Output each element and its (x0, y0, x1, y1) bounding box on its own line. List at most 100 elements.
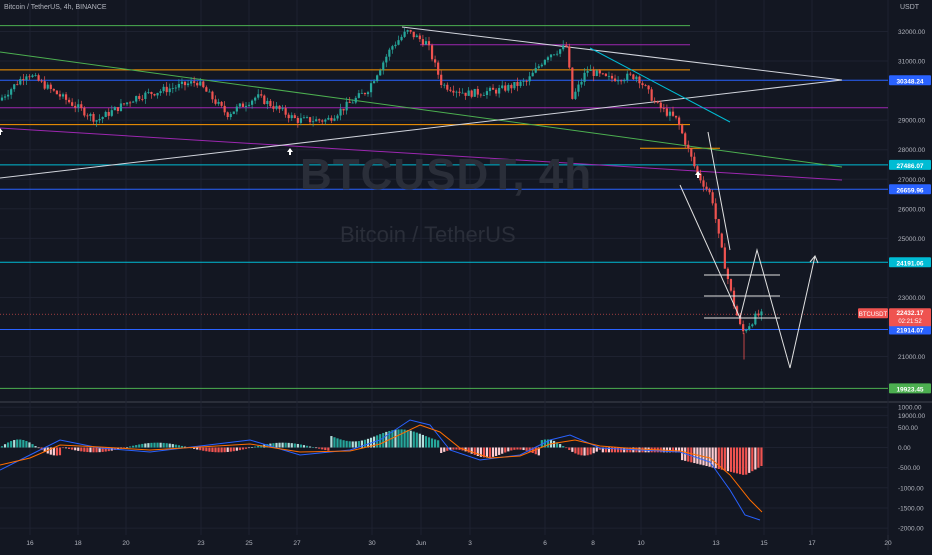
candle-body (729, 279, 733, 291)
macd-histogram-bar (174, 444, 177, 448)
macd-histogram-bar (739, 447, 742, 475)
candle-body (308, 117, 312, 123)
macd-histogram-bar (13, 440, 16, 448)
candle-body (275, 105, 278, 109)
macd-histogram-bar (168, 443, 171, 448)
price-label: 26659.96 (896, 187, 923, 194)
candle-body (373, 81, 376, 84)
candle-body (464, 92, 467, 96)
macd-histogram-bar (476, 447, 479, 457)
macd-histogram-bar (330, 436, 333, 448)
macd-histogram-bar (287, 442, 290, 448)
candle-body (272, 106, 275, 109)
macd-histogram-bar (415, 432, 418, 448)
macd-histogram-bar (452, 447, 455, 450)
x-tick-label: 20 (122, 540, 130, 547)
x-tick-label: 8 (591, 540, 595, 547)
macd-histogram-bar (272, 443, 275, 448)
horizontal-levels[interactable] (0, 25, 888, 389)
candle-body (531, 72, 534, 77)
projection-path[interactable] (679, 131, 819, 369)
macd-histogram-bar (406, 430, 409, 448)
macd-histogram-bar (71, 447, 74, 450)
macd-histogram-bar (671, 447, 675, 453)
x-tick-label: 13 (712, 540, 720, 547)
candle-body (241, 103, 245, 107)
candle-body (391, 46, 394, 50)
candle-body (574, 91, 577, 99)
candle-body (34, 75, 37, 77)
candle-body (16, 84, 19, 86)
macd-histogram-bar (434, 439, 437, 448)
candle-body (613, 78, 617, 82)
candle-body (382, 62, 385, 71)
candle-body (171, 88, 174, 89)
macd-histogram-bar (333, 437, 336, 448)
candle-body (214, 99, 217, 104)
candle-body (107, 111, 110, 116)
macd-histogram-bar (220, 447, 223, 453)
macd-histogram-bar (156, 442, 159, 448)
candle-body (626, 73, 629, 81)
macd-histogram-bar (232, 447, 235, 452)
candle-body (327, 117, 330, 120)
macd-histogram-bar (543, 439, 546, 448)
candle-body (720, 233, 723, 248)
candle-body (119, 103, 123, 112)
price-label: 19923.45 (896, 386, 923, 393)
candle-body (485, 91, 489, 96)
candle-body (64, 94, 68, 100)
candle-body (754, 313, 757, 325)
candle-body (354, 97, 357, 103)
candle-body (745, 329, 748, 332)
macd-histogram-bar (217, 447, 220, 453)
macd-histogram-bar (77, 447, 80, 451)
macd-histogram-bar (10, 441, 13, 448)
macd-histogram-bar (80, 447, 83, 452)
candle-body (49, 84, 52, 89)
macd-histogram-bar (418, 433, 421, 448)
price-label-bg (889, 383, 931, 394)
candle-body (510, 84, 513, 89)
trendlines[interactable] (0, 26, 843, 181)
candle-body (58, 94, 62, 97)
candle-body (95, 120, 98, 122)
y-tick-label: 21000.00 (898, 354, 925, 361)
last-price-countdown: 02:21:52 (898, 319, 922, 325)
macd-histogram-bar (668, 447, 672, 453)
macd-histogram-bar (449, 447, 452, 451)
candle-body (562, 45, 565, 50)
macd-histogram-bar (678, 447, 681, 453)
macd-histogram-bar (284, 442, 287, 448)
candle-body (434, 59, 437, 63)
candle-body (147, 92, 150, 93)
y-tick-label: 23000.00 (898, 295, 925, 302)
price-label: 21914.07 (896, 328, 923, 335)
candle-body (446, 84, 449, 90)
candle-body (43, 81, 46, 89)
candle-body (397, 40, 400, 45)
candle-body (220, 101, 223, 106)
candle-body (68, 99, 71, 103)
macd-histogram-bar (595, 447, 598, 452)
macd-histogram-bar (495, 447, 498, 457)
macd-histogram-bar (571, 447, 574, 452)
candle-body (522, 81, 525, 82)
macd-histogram-bar (150, 442, 153, 448)
macd-histogram-bar (446, 447, 449, 451)
macd-histogram-bar (714, 447, 717, 469)
candle-body (284, 108, 287, 115)
candle-body (473, 88, 476, 97)
candle-body (61, 94, 65, 97)
candle-body (199, 81, 202, 86)
macd-histogram-bar (366, 438, 370, 448)
candle-body (351, 102, 354, 104)
x-tick-label: 17 (808, 540, 816, 547)
macd-histogram-bar (574, 447, 577, 454)
candle-body (598, 70, 601, 74)
candle-body (190, 81, 193, 84)
candle-body (427, 41, 431, 46)
macd-histogram-bar (754, 447, 757, 470)
candle-body (52, 88, 55, 91)
